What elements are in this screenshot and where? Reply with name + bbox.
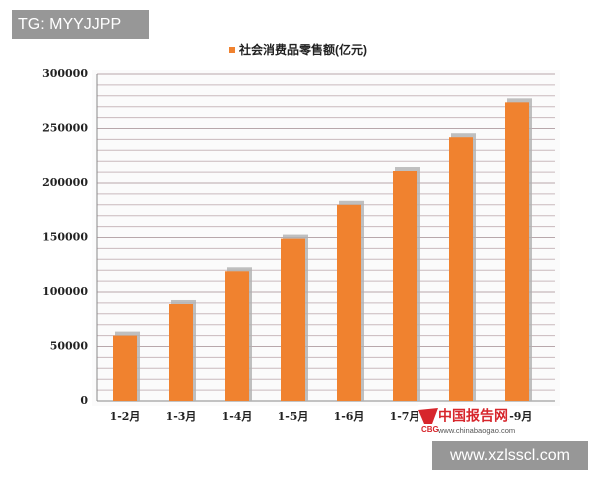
x-tick-label: 1-4月 [222, 410, 253, 423]
bar [281, 238, 305, 401]
x-tick-label: 1-2月 [110, 410, 141, 423]
bar [113, 335, 137, 401]
y-tick-label: 200000 [42, 176, 88, 189]
logo-title: 中国报告网 [438, 408, 508, 424]
x-tick-label: 1-6月 [334, 410, 365, 423]
bar [505, 102, 529, 401]
y-tick-label: 150000 [42, 231, 88, 244]
watermark-box [12, 10, 149, 39]
y-tick-label: 100000 [42, 285, 88, 298]
watermark-text: TG: MYYJJPP [18, 16, 121, 33]
x-tick-label: 1-9月 [502, 410, 533, 423]
bar [337, 204, 361, 401]
legend: 社会消费品零售额(亿元) [229, 42, 367, 57]
logo-icon [418, 408, 438, 424]
bar [393, 171, 417, 401]
bar [449, 137, 473, 401]
legend-swatch [229, 47, 235, 53]
legend-label: 社会消费品零售额(亿元) [238, 42, 367, 57]
watermark-text: www.xzlsscl.com [449, 447, 570, 464]
bar [169, 303, 193, 401]
y-tick-label: 250000 [42, 122, 88, 135]
x-tick-label: 1-3月 [166, 410, 197, 423]
y-tick-label: 50000 [50, 340, 89, 353]
x-tick-label: 1-7月 [390, 410, 421, 423]
logo-url: www.chinabaogao.com [437, 426, 515, 435]
y-tick-label: 0 [80, 394, 88, 407]
x-tick-label: 1-5月 [278, 410, 309, 423]
logo-badge: CBG [421, 425, 439, 434]
y-tick-label: 300000 [42, 67, 88, 80]
watermark-box [432, 441, 588, 470]
bar [225, 271, 249, 401]
